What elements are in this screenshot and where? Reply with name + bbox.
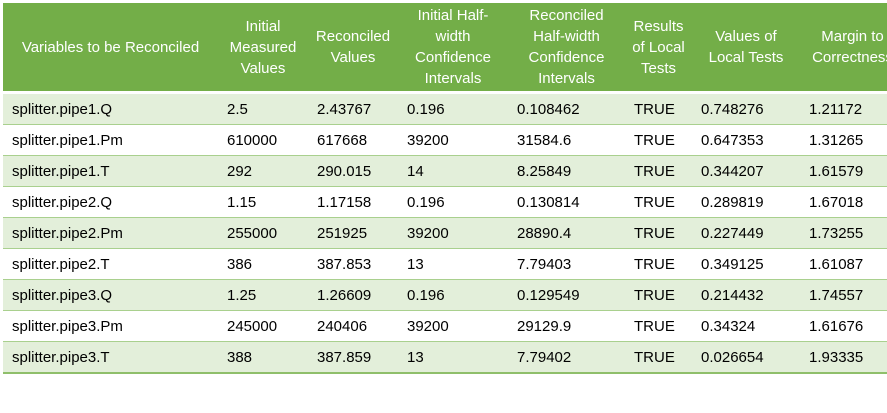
column-header-4[interactable]: Initial Half-width Confidence Intervals [398, 3, 508, 93]
value-cell[interactable]: 1.67018 [800, 186, 887, 218]
column-header-1[interactable]: Variables to be Reconciled [3, 3, 218, 93]
table-row: splitter.pipe2.Pm 255000 251925 39200 28890.… [3, 217, 887, 249]
value-cell[interactable]: 0.026654 [692, 341, 800, 374]
value-cell[interactable]: 39200 [398, 124, 508, 156]
value-cell[interactable]: TRUE [625, 186, 692, 218]
value-cell[interactable]: 0.34324 [692, 310, 800, 342]
value-cell[interactable]: TRUE [625, 310, 692, 342]
value-cell[interactable]: 251925 [308, 217, 398, 249]
value-cell[interactable]: 31584.6 [508, 124, 625, 156]
value-cell[interactable]: 29129.9 [508, 310, 625, 342]
value-cell[interactable]: 13 [398, 248, 508, 280]
header-row: Variables to be Reconciled Initial Measur… [3, 3, 887, 93]
value-cell[interactable]: 386 [218, 248, 308, 280]
variable-name-cell[interactable]: splitter.pipe1.Q [3, 91, 218, 125]
table-row: splitter.pipe3.Q 1.25 1.26609 0.196 0.129549… [3, 279, 887, 311]
value-cell[interactable]: 0.214432 [692, 279, 800, 311]
value-cell[interactable]: 1.61579 [800, 155, 887, 187]
value-cell[interactable]: 255000 [218, 217, 308, 249]
value-cell[interactable]: 0.647353 [692, 124, 800, 156]
table-row: splitter.pipe3.Pm 245000 240406 39200 29129.… [3, 310, 887, 342]
variable-name-cell[interactable]: splitter.pipe3.Pm [3, 310, 218, 342]
value-cell[interactable]: 1.74557 [800, 279, 887, 311]
value-cell[interactable]: 610000 [218, 124, 308, 156]
value-cell[interactable]: 290.015 [308, 155, 398, 187]
value-cell[interactable]: 0.227449 [692, 217, 800, 249]
value-cell[interactable]: 0.289819 [692, 186, 800, 218]
value-cell[interactable]: 39200 [398, 310, 508, 342]
value-cell[interactable]: 2.5 [218, 91, 308, 125]
column-header-7[interactable]: Values of Local Tests [692, 3, 800, 93]
value-cell[interactable]: 2.43767 [308, 91, 398, 125]
value-cell[interactable]: 0.196 [398, 279, 508, 311]
value-cell[interactable]: 387.853 [308, 248, 398, 280]
value-cell[interactable]: 0.196 [398, 186, 508, 218]
value-cell[interactable]: 7.79403 [508, 248, 625, 280]
value-cell[interactable]: 7.79402 [508, 341, 625, 374]
column-header-8[interactable]: Margin to Correctness [800, 3, 887, 93]
value-cell[interactable]: 1.93335 [800, 341, 887, 374]
column-header-5[interactable]: Reconciled Half-width Confidence Interva… [508, 3, 625, 93]
variable-name-cell[interactable]: splitter.pipe3.Q [3, 279, 218, 311]
value-cell[interactable]: 387.859 [308, 341, 398, 374]
variable-name-cell[interactable]: splitter.pipe1.T [3, 155, 218, 187]
table-header: Variables to be Reconciled Initial Measur… [3, 3, 887, 93]
value-cell[interactable]: 1.26609 [308, 279, 398, 311]
value-cell[interactable]: 0.129549 [508, 279, 625, 311]
value-cell[interactable]: 388 [218, 341, 308, 374]
value-cell[interactable]: TRUE [625, 279, 692, 311]
value-cell[interactable]: 8.25849 [508, 155, 625, 187]
table-row: splitter.pipe2.Q 1.15 1.17158 0.196 0.130814… [3, 186, 887, 218]
value-cell[interactable]: TRUE [625, 341, 692, 374]
value-cell[interactable]: 14 [398, 155, 508, 187]
value-cell[interactable]: TRUE [625, 217, 692, 249]
value-cell[interactable]: 0.344207 [692, 155, 800, 187]
value-cell[interactable]: 1.61676 [800, 310, 887, 342]
value-cell[interactable]: TRUE [625, 124, 692, 156]
reconciliation-table: Variables to be Reconciled Initial Measur… [3, 3, 887, 374]
column-header-2[interactable]: Initial Measured Values [218, 3, 308, 93]
value-cell[interactable]: 1.31265 [800, 124, 887, 156]
value-cell[interactable]: 245000 [218, 310, 308, 342]
value-cell[interactable]: 1.15 [218, 186, 308, 218]
value-cell[interactable]: 13 [398, 341, 508, 374]
variable-name-cell[interactable]: splitter.pipe1.Pm [3, 124, 218, 156]
table-row: splitter.pipe2.T 386 387.853 13 7.79403 TRUE 0… [3, 248, 887, 280]
value-cell[interactable]: 0.349125 [692, 248, 800, 280]
variable-name-cell[interactable]: splitter.pipe2.T [3, 248, 218, 280]
value-cell[interactable]: 240406 [308, 310, 398, 342]
value-cell[interactable]: 1.25 [218, 279, 308, 311]
table-row: splitter.pipe1.Pm 610000 617668 39200 31584.… [3, 124, 887, 156]
value-cell[interactable]: 1.17158 [308, 186, 398, 218]
value-cell[interactable]: 0.130814 [508, 186, 625, 218]
value-cell[interactable]: 28890.4 [508, 217, 625, 249]
variable-name-cell[interactable]: splitter.pipe2.Q [3, 186, 218, 218]
value-cell[interactable]: TRUE [625, 248, 692, 280]
table-row: splitter.pipe3.T 388 387.859 13 7.79402 TRUE 0… [3, 341, 887, 374]
value-cell[interactable]: TRUE [625, 155, 692, 187]
value-cell[interactable]: 39200 [398, 217, 508, 249]
value-cell[interactable]: 1.61087 [800, 248, 887, 280]
value-cell[interactable]: 0.108462 [508, 91, 625, 125]
column-header-6[interactable]: Results of Local Tests [625, 3, 692, 93]
value-cell[interactable]: 1.73255 [800, 217, 887, 249]
value-cell[interactable]: 1.21172 [800, 91, 887, 125]
value-cell[interactable]: 0.748276 [692, 91, 800, 125]
variable-name-cell[interactable]: splitter.pipe2.Pm [3, 217, 218, 249]
value-cell[interactable]: 0.196 [398, 91, 508, 125]
table-row: splitter.pipe1.Q 2.5 2.43767 0.196 0.108462 T… [3, 91, 887, 125]
table-body: splitter.pipe1.Q 2.5 2.43767 0.196 0.108462 T… [3, 91, 887, 374]
column-header-3[interactable]: Reconciled Values [308, 3, 398, 93]
value-cell[interactable]: 292 [218, 155, 308, 187]
value-cell[interactable]: TRUE [625, 91, 692, 125]
value-cell[interactable]: 617668 [308, 124, 398, 156]
table-row: splitter.pipe1.T 292 290.015 14 8.25849 TRUE 0… [3, 155, 887, 187]
reconciliation-table-view: Variables to be Reconciled Initial Measur… [3, 3, 887, 410]
variable-name-cell[interactable]: splitter.pipe3.T [3, 341, 218, 374]
